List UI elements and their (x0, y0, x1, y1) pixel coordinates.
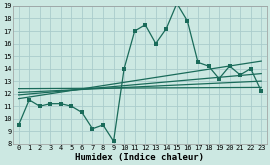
X-axis label: Humidex (Indice chaleur): Humidex (Indice chaleur) (75, 152, 204, 162)
